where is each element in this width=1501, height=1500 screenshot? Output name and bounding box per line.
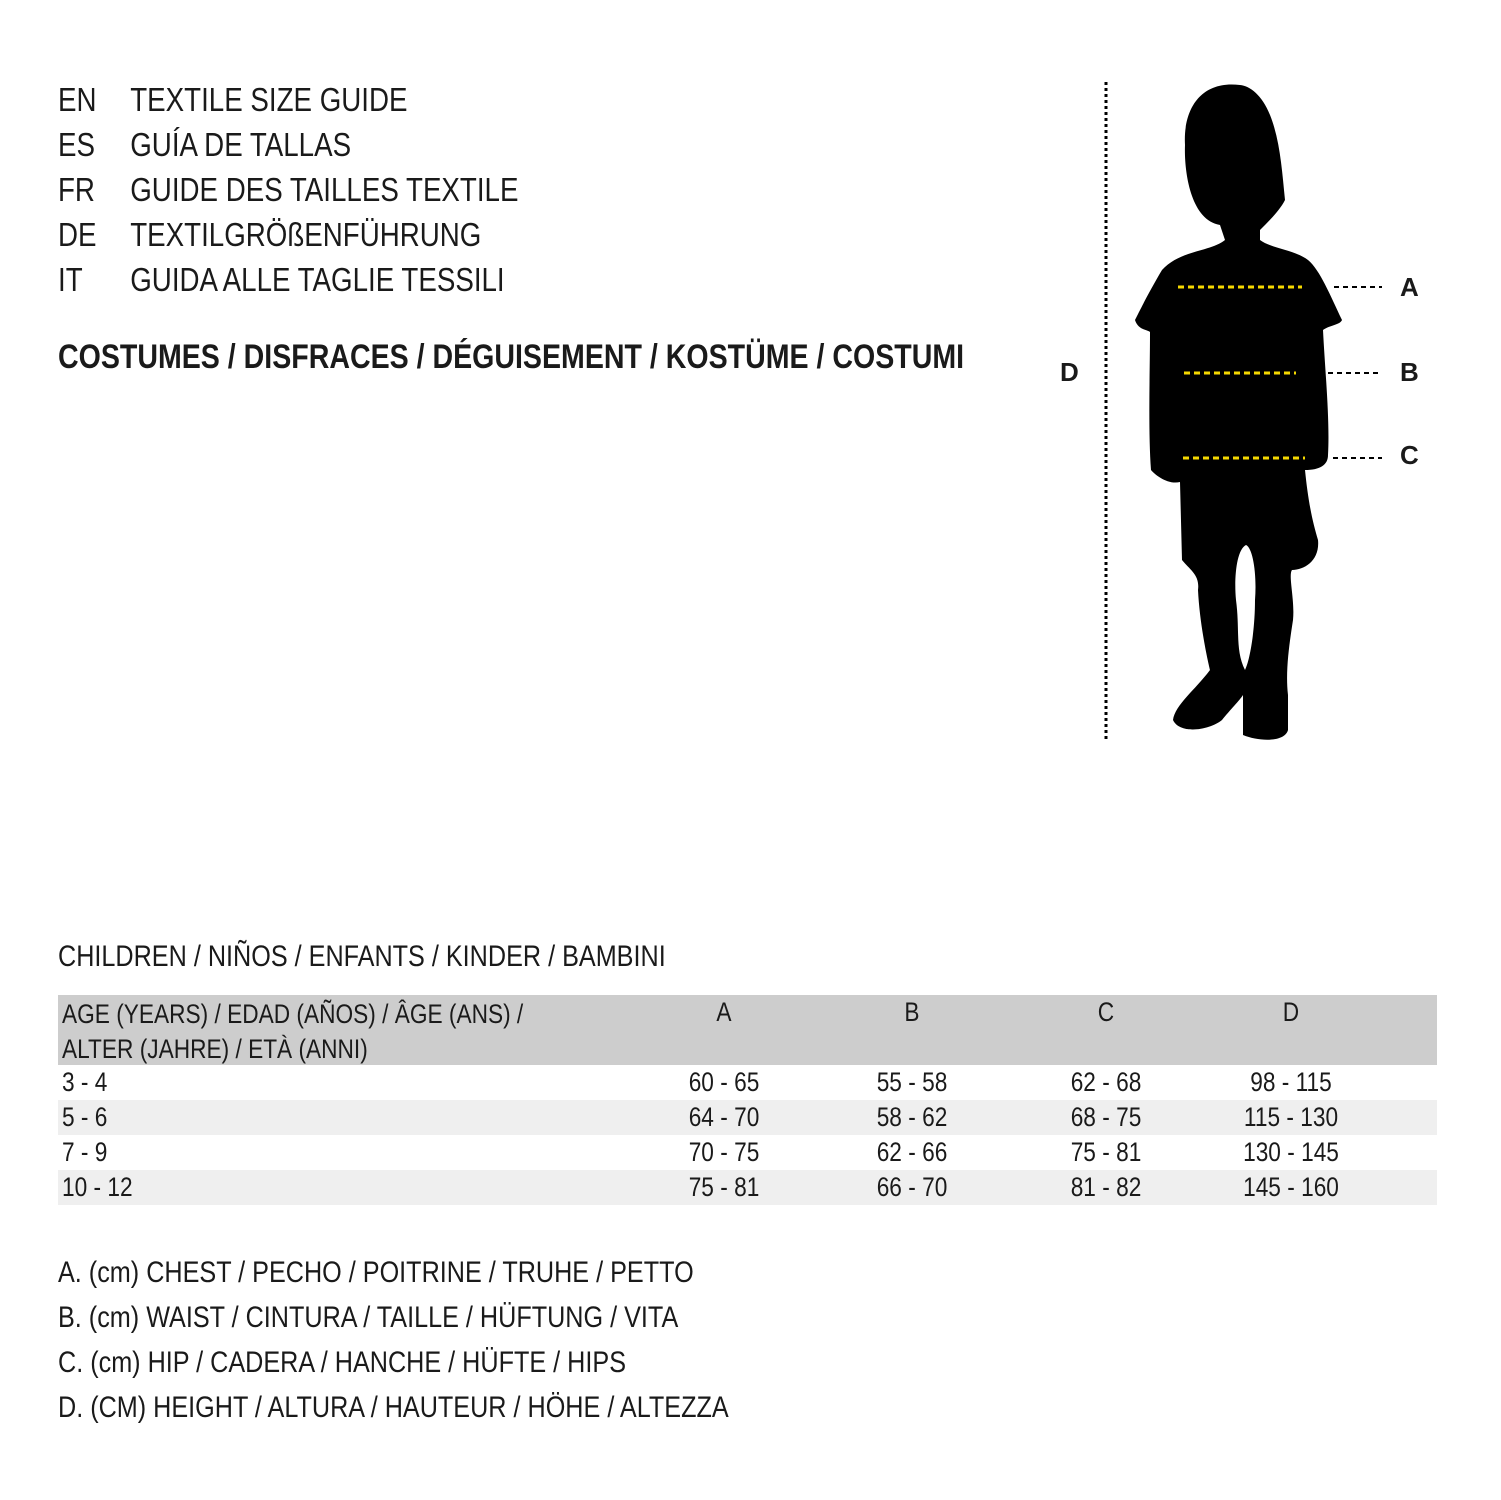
category-heading: COSTUMES / DISFRACES / DÉGUISEMENT / KOS… [58, 338, 965, 376]
header-c: C [1097, 997, 1115, 1027]
header-b: B [904, 997, 920, 1027]
cell-c: 68 - 75 [1070, 1102, 1142, 1132]
cell-d: 115 - 130 [1243, 1102, 1339, 1132]
cell-a: 64 - 70 [688, 1102, 760, 1132]
cell-age: 7 - 9 [62, 1137, 108, 1167]
cell-a: 60 - 65 [688, 1067, 760, 1097]
cell-b: 58 - 62 [876, 1102, 948, 1132]
child-silhouette-icon [1104, 82, 1382, 742]
cell-age: 5 - 6 [62, 1102, 108, 1132]
header-age: AGE (YEARS) / EDAD (AÑOS) / ÂGE (ANS) / A… [62, 997, 523, 1067]
legend-chest: A. (cm) CHEST / PECHO / POITRINE / TRUHE… [58, 1256, 694, 1289]
legend-height: D. (CM) HEIGHT / ALTURA / HAUTEUR / HÖHE… [58, 1391, 729, 1424]
table-row: 10 - 12 75 - 81 66 - 70 81 - 82 145 - 16… [58, 1170, 1437, 1205]
table-row: 5 - 6 64 - 70 58 - 62 68 - 75 115 - 130 [58, 1100, 1437, 1135]
legend-waist: B. (cm) WAIST / CINTURA / TAILLE / HÜFTU… [58, 1301, 679, 1334]
cell-c: 75 - 81 [1070, 1137, 1142, 1167]
cell-c: 81 - 82 [1070, 1172, 1142, 1202]
table-header: AGE (YEARS) / EDAD (AÑOS) / ÂGE (ANS) / A… [58, 995, 1437, 1065]
title-en: EN TEXTILE SIZE GUIDE [58, 81, 408, 118]
cell-b: 62 - 66 [876, 1137, 948, 1167]
cell-d: 130 - 145 [1243, 1137, 1339, 1167]
title-de: DE TEXTILGRÖßENFÜHRUNG [58, 216, 482, 253]
title-fr: FR GUIDE DES TAILLES TEXTILE [58, 171, 519, 208]
cell-b: 55 - 58 [876, 1067, 948, 1097]
leg-gap [1235, 545, 1256, 670]
cell-age: 3 - 4 [62, 1067, 108, 1097]
label-c: C [1400, 440, 1419, 470]
table-row: 7 - 9 70 - 75 62 - 66 75 - 81 130 - 145 [58, 1135, 1437, 1170]
table-row: 3 - 4 60 - 65 55 - 58 62 - 68 98 - 115 [58, 1065, 1437, 1100]
header-d: D [1282, 997, 1300, 1027]
cell-d: 145 - 160 [1243, 1172, 1339, 1202]
label-b: B [1400, 357, 1419, 387]
group-heading: CHILDREN / NIÑOS / ENFANTS / KINDER / BA… [58, 940, 666, 973]
cell-a: 75 - 81 [688, 1172, 760, 1202]
cell-d: 98 - 115 [1250, 1067, 1332, 1097]
measurement-legend: A. (cm) CHEST / PECHO / POITRINE / TRUHE… [58, 1250, 856, 1430]
label-d: D [1060, 357, 1079, 387]
silhouette-shape [1135, 84, 1342, 740]
cell-b: 66 - 70 [876, 1172, 948, 1202]
cell-a: 70 - 75 [688, 1137, 760, 1167]
header-age-line2: ALTER (JAHRE) / ETÀ (ANNI) [62, 1034, 368, 1064]
label-a: A [1400, 272, 1419, 302]
title-it: IT GUIDA ALLE TAGLIE TESSILI [58, 261, 505, 298]
legend-hip: C. (cm) HIP / CADERA / HANCHE / HÜFTE / … [58, 1346, 626, 1379]
measurement-figure: A B C D [1050, 70, 1450, 765]
cell-c: 62 - 68 [1070, 1067, 1142, 1097]
title-es: ES GUÍA DE TALLAS [58, 126, 352, 163]
cell-age: 10 - 12 [62, 1172, 133, 1202]
size-table: AGE (YEARS) / EDAD (AÑOS) / ÂGE (ANS) / A… [58, 995, 1437, 1205]
header-a: A [716, 997, 732, 1027]
header-age-line1: AGE (YEARS) / EDAD (AÑOS) / ÂGE (ANS) / [62, 999, 524, 1029]
